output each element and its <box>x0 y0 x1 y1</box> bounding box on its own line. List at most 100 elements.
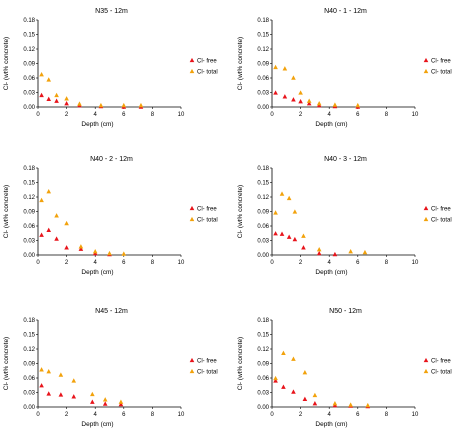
y-tick-label: 0.18 <box>23 318 35 324</box>
legend-marker <box>189 216 195 222</box>
x-tick-label: 4 <box>328 412 332 418</box>
x-axis-label: Depth (cm) <box>81 269 113 276</box>
x-tick-label: 2 <box>65 112 69 118</box>
y-tick-label: 0.06 <box>23 224 35 230</box>
data-point <box>362 249 368 255</box>
chart-panel: N50 - 12m 0.00 0.03 0.06 0.09 0.12 0.15 0.18 0 2 4… <box>237 308 452 428</box>
data-point <box>301 245 306 250</box>
legend-label: Cl- total <box>197 70 218 76</box>
data-point <box>316 247 322 252</box>
y-tick-label: 0.18 <box>257 166 269 172</box>
y-tick-label: 0.06 <box>23 76 35 82</box>
data-point <box>39 232 44 237</box>
data-point <box>46 227 52 233</box>
data-point <box>64 245 69 250</box>
x-tick-label: 0 <box>36 260 40 266</box>
data-point <box>46 77 52 82</box>
legend-label: Cl- total <box>197 218 218 224</box>
data-point <box>291 97 296 102</box>
y-tick-label: 0.06 <box>23 376 35 382</box>
y-tick-label: 0.00 <box>257 405 269 411</box>
y-tick-label: 0.09 <box>23 210 35 216</box>
data-point <box>292 236 298 242</box>
chart-title: N35 - 12m <box>95 8 128 15</box>
data-point <box>279 191 285 196</box>
y-axis-label: Cl- (wt% concrete) <box>3 37 10 90</box>
y-axis-label: Cl- (wt% concrete) <box>237 37 244 90</box>
data-point <box>54 236 59 241</box>
data-point <box>46 391 52 396</box>
data-point <box>98 102 104 108</box>
legend-label: Cl- free <box>431 359 451 365</box>
x-tick-label: 6 <box>122 260 126 266</box>
data-point <box>46 369 52 374</box>
y-tick-label: 0.15 <box>23 333 35 339</box>
x-tick-label: 6 <box>356 260 360 266</box>
x-tick-label: 2 <box>65 412 69 418</box>
data-point <box>102 401 108 406</box>
data-point <box>291 389 296 394</box>
data-point <box>71 394 77 399</box>
x-tick-label: 6 <box>356 412 360 418</box>
chart-title: N45 - 12m <box>95 308 128 315</box>
legend-marker <box>423 368 429 374</box>
data-point <box>355 102 361 108</box>
data-point <box>58 392 64 397</box>
data-point <box>138 102 144 108</box>
legend-marker <box>423 357 429 363</box>
data-point <box>279 231 285 236</box>
x-tick-label: 0 <box>36 112 40 118</box>
data-point <box>292 209 298 214</box>
data-point <box>54 213 59 218</box>
data-point <box>365 402 371 408</box>
data-point <box>332 251 338 257</box>
data-point <box>78 246 84 251</box>
y-tick-label: 0.00 <box>23 253 35 259</box>
x-tick-label: 8 <box>385 412 389 418</box>
data-point <box>58 372 64 377</box>
legend-marker <box>423 57 429 63</box>
y-tick-label: 0.12 <box>257 47 269 53</box>
y-tick-label: 0.12 <box>257 347 269 353</box>
y-tick-label: 0.03 <box>23 239 35 245</box>
x-tick-label: 4 <box>94 260 98 266</box>
x-tick-label: 2 <box>299 412 303 418</box>
data-point <box>54 92 59 98</box>
legend-marker <box>423 216 429 222</box>
legend-label: Cl- total <box>197 370 218 376</box>
legend-marker <box>189 368 195 374</box>
y-tick-label: 0.15 <box>23 33 35 39</box>
data-point <box>46 96 52 101</box>
x-tick-label: 10 <box>412 412 419 418</box>
legend-label: Cl- free <box>197 207 217 213</box>
x-tick-label: 4 <box>328 260 332 266</box>
x-tick-label: 0 <box>36 412 40 418</box>
y-tick-label: 0.09 <box>23 62 35 68</box>
data-point <box>118 401 124 407</box>
data-point <box>273 64 278 70</box>
y-tick-label: 0.03 <box>257 91 269 97</box>
x-tick-label: 4 <box>94 112 98 118</box>
x-axis-label: Depth (cm) <box>81 421 113 428</box>
data-point <box>302 370 308 375</box>
data-point <box>348 248 353 254</box>
x-tick-label: 8 <box>151 412 155 418</box>
data-point <box>306 100 312 106</box>
chart-title: N40 - 2 - 12m <box>90 156 133 163</box>
data-point <box>302 396 308 401</box>
x-axis-label: Depth (cm) <box>315 269 347 276</box>
y-tick-label: 0.12 <box>23 347 35 353</box>
x-axis-label: Depth (cm) <box>315 421 347 428</box>
data-point <box>102 397 108 402</box>
data-point <box>54 98 59 103</box>
y-tick-label: 0.00 <box>257 253 269 259</box>
legend-marker <box>189 68 195 74</box>
data-point <box>118 399 124 404</box>
data-point <box>312 400 318 406</box>
data-point <box>39 92 44 98</box>
y-tick-label: 0.06 <box>257 224 269 230</box>
chart-panel: N40 - 3 - 12m 0.00 0.03 0.06 0.09 0.12 0.15 0.1… <box>237 156 452 276</box>
legend-label: Cl- free <box>431 59 451 65</box>
chart-panel: N40 - 2 - 12m 0.00 0.03 0.06 0.09 0.12 0.15 0.1… <box>3 156 218 276</box>
